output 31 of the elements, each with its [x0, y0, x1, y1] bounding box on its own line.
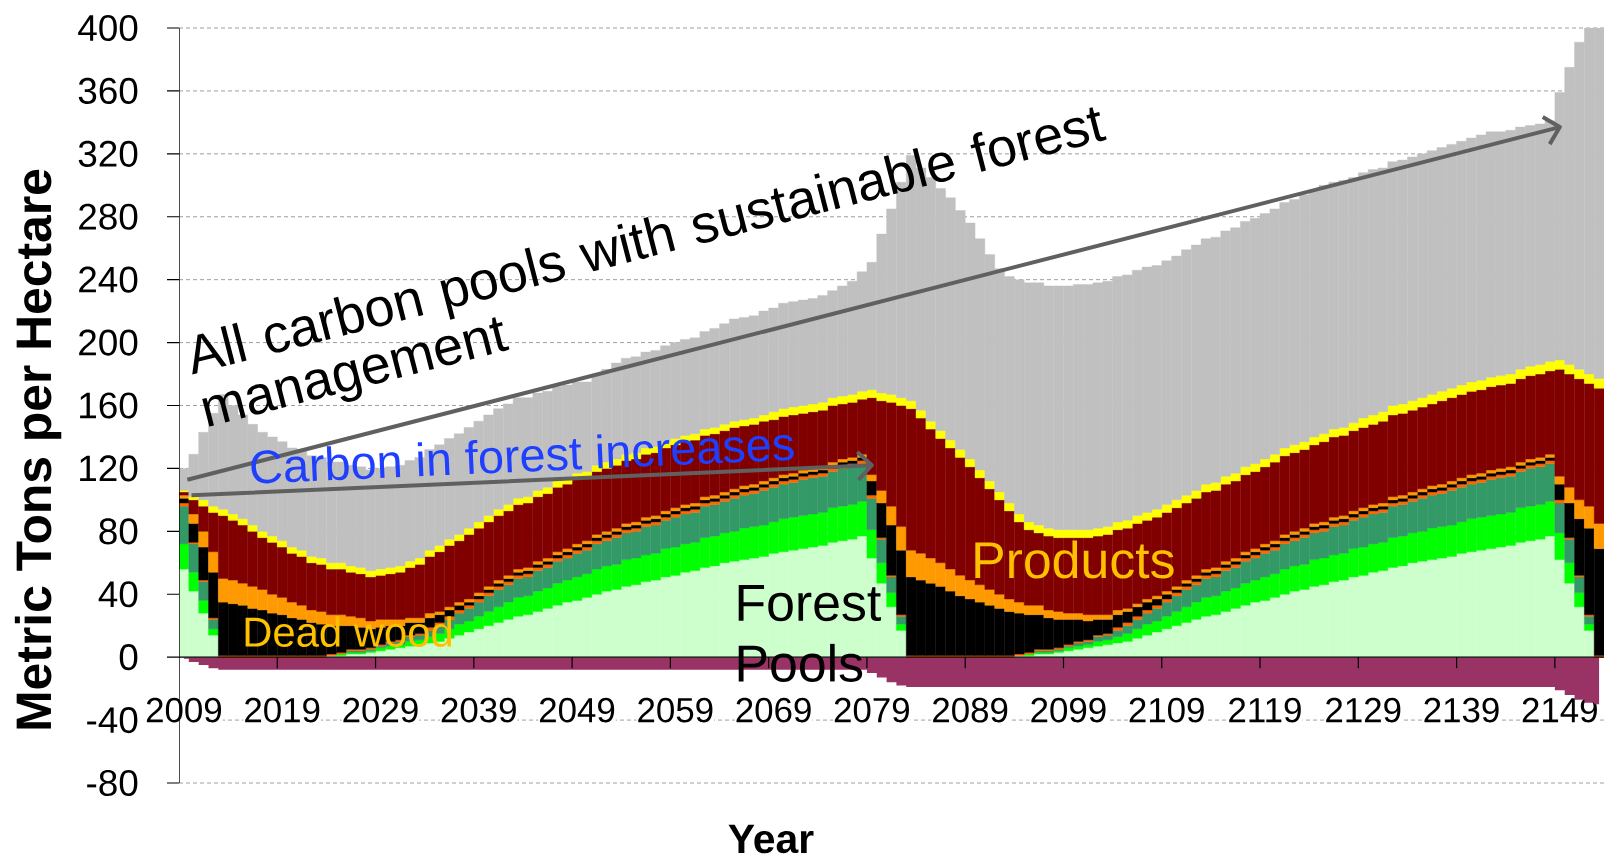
y-tick-label: 120: [80, 455, 138, 482]
y-tick-label: 40: [98, 581, 138, 608]
y-tick-label: 240: [79, 266, 138, 293]
x-tick-label: 2149: [1522, 697, 1597, 723]
y-tick-label: 280: [79, 203, 138, 230]
annotation: Carbon in forest increases: [251, 434, 794, 484]
x-tick-label: 2129: [1326, 697, 1401, 723]
x-tick-label: 2119: [1229, 697, 1301, 723]
y-tick-label: 80: [99, 518, 138, 545]
x-tick-label: 2089: [933, 697, 1008, 723]
y-axis-title: Metric Tons per Hectare: [14, 169, 62, 729]
x-tick-label: 2069: [736, 697, 811, 723]
y-tick-label: 0: [119, 644, 138, 671]
x-tick-label: 2029: [343, 697, 418, 723]
y-tick-label: 200: [79, 329, 138, 356]
x-tick-label: 2139: [1424, 697, 1499, 723]
x-tick-label: 2059: [638, 697, 713, 723]
x-tick-label: 2039: [441, 697, 516, 723]
y-tick-label: 320: [78, 140, 138, 167]
x-tick-label: 2109: [1129, 697, 1204, 723]
y-tick-label: -40: [87, 707, 138, 734]
y-tick-label: -80: [87, 769, 138, 797]
x-tick-label: 2099: [1031, 697, 1106, 723]
x-tick-label: 2049: [539, 697, 615, 723]
series-label: Products: [975, 540, 1174, 579]
x-axis-title: Year: [728, 824, 814, 854]
x-tick-label: 2079: [834, 697, 909, 723]
y-tick-label: 400: [78, 14, 138, 42]
y-tick-label: 160: [80, 392, 138, 419]
x-tick-label: 2019: [245, 697, 320, 723]
y-tick-label: 360: [78, 77, 138, 104]
